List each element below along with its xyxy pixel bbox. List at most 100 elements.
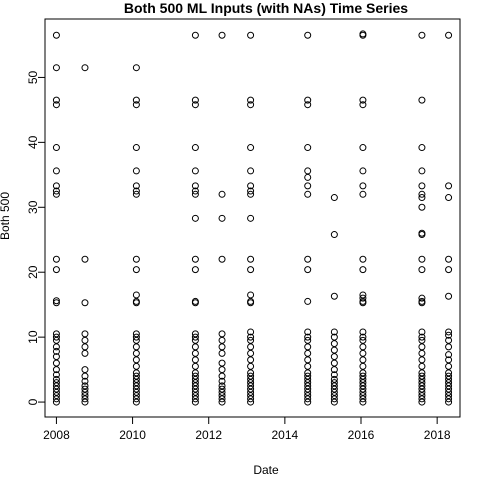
data-point [132,190,140,198]
data-point [247,167,255,175]
data-point [359,362,367,370]
data-point [359,30,367,38]
data-point [218,377,226,385]
data-point [304,356,312,364]
data-point [247,190,255,198]
data-point [359,299,367,307]
data-point [359,398,367,406]
data-point [247,144,255,152]
data-point [359,101,367,109]
data-point [132,266,140,274]
data-point [52,366,60,374]
data-point [418,362,426,370]
data-point [247,395,255,403]
y-tick-label: 50 [26,70,40,84]
data-point [418,144,426,152]
data-point [52,190,60,198]
y-tick-label: 0 [26,398,40,405]
data-point [132,182,140,190]
data-point [445,362,453,370]
data-point [359,343,367,351]
data-point [81,299,89,307]
data-point [418,167,426,175]
data-point [191,182,199,190]
data-point [218,190,226,198]
data-point [132,362,140,370]
data-point [445,292,453,300]
data-point [132,398,140,406]
data-point [418,398,426,406]
data-point [445,194,453,202]
data-point [247,362,255,370]
data-point [81,255,89,263]
data-point [191,395,199,403]
data-point [52,297,60,305]
data-point [330,398,338,406]
x-axis: 2008 2010 2012 2014 2016 2018 [43,416,451,442]
data-point [359,333,367,341]
data-point [445,351,453,359]
data-point [247,328,255,336]
data-point [81,330,89,338]
data-point [247,299,255,307]
data-point [132,291,140,299]
data-point [218,349,226,357]
data-point [418,333,426,341]
data-point [247,398,255,406]
data-point [81,343,89,351]
data-point [247,187,255,195]
data-point [191,356,199,364]
data-point [247,266,255,274]
data-point [359,356,367,364]
data-point [52,395,60,403]
data-point [247,96,255,104]
data-point [218,330,226,338]
data-point [52,144,60,152]
data-point [418,190,426,198]
y-tick-label: 30 [26,200,40,214]
data-point [52,333,60,341]
data-point [445,331,453,339]
data-point [330,395,338,403]
data-point [445,31,453,39]
data-point [359,349,367,357]
y-tick-label: 40 [26,135,40,149]
data-point [247,291,255,299]
data-point [304,96,312,104]
data-point [52,64,60,72]
data-point [418,395,426,403]
x-tick-label: 2016 [348,428,375,442]
data-point [304,362,312,370]
data-point [191,167,199,175]
data-point [218,359,226,367]
data-point [247,255,255,263]
data-point [418,356,426,364]
data-point [247,356,255,364]
data-point [191,362,199,370]
data-point [132,333,140,341]
data-point [304,173,312,181]
data-point [52,187,60,195]
x-axis-label: Date [253,463,279,477]
data-point [52,167,60,175]
data-point [330,340,338,348]
data-point [218,398,226,406]
data-point [52,255,60,263]
data-point [52,101,60,109]
data-point [418,266,426,274]
data-point [330,328,338,336]
data-point [330,371,338,379]
data-point [418,194,426,202]
data-point [191,266,199,274]
data-point [304,31,312,39]
data-point [52,182,60,190]
x-tick-label: 2018 [424,428,451,442]
data-point [445,395,453,403]
data-point [418,299,426,307]
data-point [132,101,140,109]
data-point [247,101,255,109]
data-point [132,349,140,357]
data-point [247,349,255,357]
data-point [81,64,89,72]
